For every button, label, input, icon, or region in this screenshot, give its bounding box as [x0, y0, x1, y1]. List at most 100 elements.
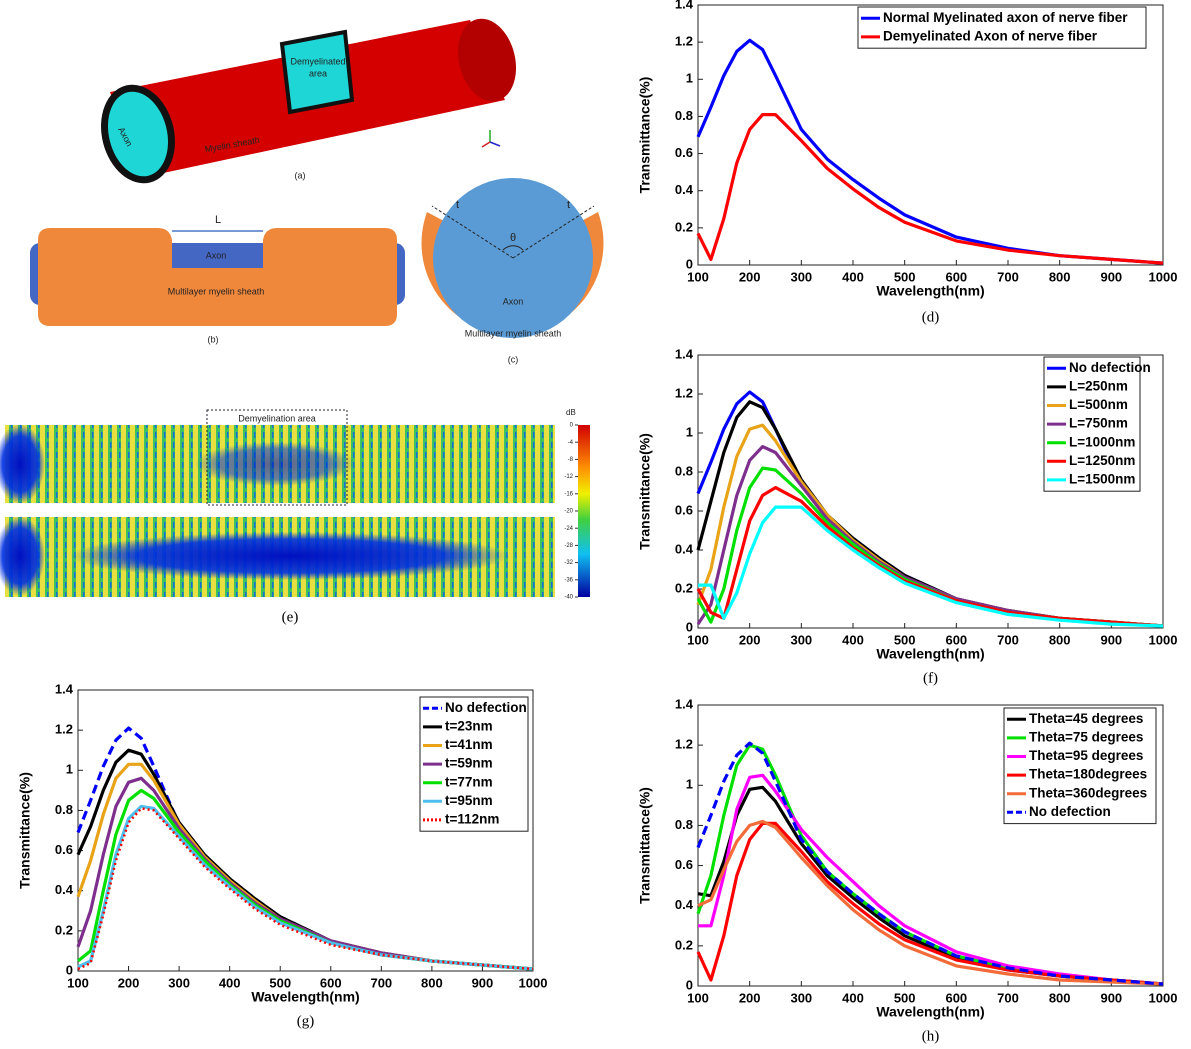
y-tick-label: 0.8: [675, 463, 693, 478]
x-tick-label: 700: [997, 269, 1019, 284]
label: area: [309, 68, 327, 78]
chart: 100200300400500600700800900100000.20.40.…: [637, 0, 1178, 325]
y-tick-label: 0.6: [675, 502, 693, 517]
legend-label: t=41nm: [445, 737, 493, 752]
x-tick-label: 700: [997, 632, 1019, 647]
y-tick-label: 0.8: [675, 817, 693, 832]
x-tick-label: 400: [219, 975, 241, 990]
x-tick-label: 800: [1049, 632, 1071, 647]
y-tick-label: 1.2: [675, 737, 693, 752]
caption: (b): [208, 334, 219, 344]
x-tick-label: 700: [370, 975, 392, 990]
x-tick-label: 200: [739, 269, 761, 284]
legend-label: L=500nm: [1069, 397, 1128, 412]
y-tick-label: 1: [66, 762, 73, 777]
legend-label: Theta=360degrees: [1029, 785, 1147, 800]
axis-icon: [482, 130, 500, 147]
y-tick-label: 1: [686, 777, 693, 792]
x-tick-label: 1000: [1149, 990, 1178, 1005]
legend-label: t=23nm: [445, 718, 493, 733]
x-tick-label: 1000: [519, 975, 548, 990]
x-tick-label: 100: [687, 269, 709, 284]
myelin-sheath: [38, 228, 397, 326]
colorbar-tick-label: -4: [568, 440, 574, 446]
caption: (a): [295, 170, 306, 180]
chart: 100200300400500600700800900100000.20.40.…: [637, 696, 1178, 1044]
field-blob: [70, 532, 510, 580]
y-tick-label: 0.4: [675, 182, 694, 197]
legend-label: L=1250nm: [1069, 453, 1135, 468]
panel-c: t t θ Axon Multilayer myelin sheath (c): [422, 178, 604, 364]
y-tick-label: 0.4: [675, 541, 694, 556]
label: t: [567, 199, 570, 211]
y-axis-label: Transmittance(%): [17, 772, 33, 889]
y-tick-label: 0.8: [55, 802, 73, 817]
legend-label: Theta=75 degrees: [1029, 729, 1143, 744]
y-tick-label: 1.2: [55, 722, 73, 737]
y-tick-label: 1.4: [675, 0, 694, 11]
label: Multilayer myelin sheath: [465, 328, 562, 338]
caption: (h): [922, 1028, 940, 1044]
x-tick-label: 200: [739, 632, 761, 647]
x-tick-label: 300: [790, 990, 812, 1005]
x-tick-label: 100: [687, 632, 709, 647]
panel-a: Axon Myelin sheath Demyelinated area (a): [91, 12, 524, 191]
y-tick-label: 1: [686, 71, 693, 86]
legend-label: t=77nm: [445, 774, 493, 789]
y-tick-label: 1.4: [675, 346, 694, 361]
legend-label: Demyelinated Axon of nerve fiber: [883, 28, 1098, 43]
legend-label: t=59nm: [445, 756, 493, 771]
label: θ: [510, 232, 516, 244]
label: dB: [566, 408, 576, 417]
x-tick-label: 800: [1049, 269, 1071, 284]
legend-label: No defection: [1069, 360, 1151, 375]
legend-label: Theta=180degrees: [1029, 767, 1147, 782]
y-tick-label: 1.4: [675, 696, 694, 711]
legend-label: t=95nm: [445, 793, 493, 808]
label: Axon: [206, 250, 227, 260]
panel-e: Demyelination area dB (e): [0, 408, 590, 625]
x-axis-label: Wavelength(nm): [876, 1004, 984, 1020]
y-tick-label: 0.6: [55, 842, 73, 857]
legend-label: Theta=95 degrees: [1029, 748, 1143, 763]
y-tick-label: 0: [686, 619, 693, 634]
colorbar-tick-label: -40: [564, 595, 573, 601]
x-tick-label: 800: [421, 975, 443, 990]
y-tick-label: 0.6: [675, 145, 693, 160]
label: Demyelination area: [238, 413, 316, 423]
x-tick-label: 200: [118, 975, 140, 990]
colorbar-tick-label: -16: [564, 491, 573, 497]
y-tick-label: 0: [686, 977, 693, 992]
legend-label: L=1500nm: [1069, 471, 1135, 486]
legend-label: No defection: [445, 700, 527, 715]
field-blob: [195, 442, 355, 486]
legend-label: L=1000nm: [1069, 434, 1135, 449]
legend-label: L=750nm: [1069, 416, 1128, 431]
x-tick-label: 900: [1100, 990, 1122, 1005]
y-tick-label: 0.4: [55, 882, 74, 897]
colorbar-tick-label: -28: [564, 543, 573, 549]
x-tick-label: 800: [1049, 990, 1071, 1005]
colorbar-tick-label: 0: [570, 423, 574, 429]
y-tick-label: 0: [66, 962, 73, 977]
x-tick-label: 900: [1100, 632, 1122, 647]
x-tick-label: 400: [842, 990, 864, 1005]
y-tick-label: 0.6: [675, 857, 693, 872]
colorbar-tick-label: -36: [564, 577, 573, 583]
legend-label: Normal Myelinated axon of nerve fiber: [883, 10, 1128, 25]
y-tick-label: 1.2: [675, 34, 693, 49]
x-tick-label: 100: [687, 990, 709, 1005]
colorbar-tick-label: -32: [564, 560, 573, 566]
label: Axon: [503, 296, 524, 306]
label: Multilayer myelin sheath: [168, 286, 265, 296]
legend-label: L=250nm: [1069, 378, 1128, 393]
x-tick-label: 300: [790, 632, 812, 647]
x-tick-label: 300: [168, 975, 190, 990]
x-tick-label: 100: [67, 975, 89, 990]
x-tick-label: 400: [842, 632, 864, 647]
y-tick-label: 0: [686, 256, 693, 271]
caption: (g): [297, 1013, 315, 1029]
colorbar-tick-label: -8: [568, 457, 574, 463]
legend-label: Theta=45 degrees: [1029, 711, 1143, 726]
